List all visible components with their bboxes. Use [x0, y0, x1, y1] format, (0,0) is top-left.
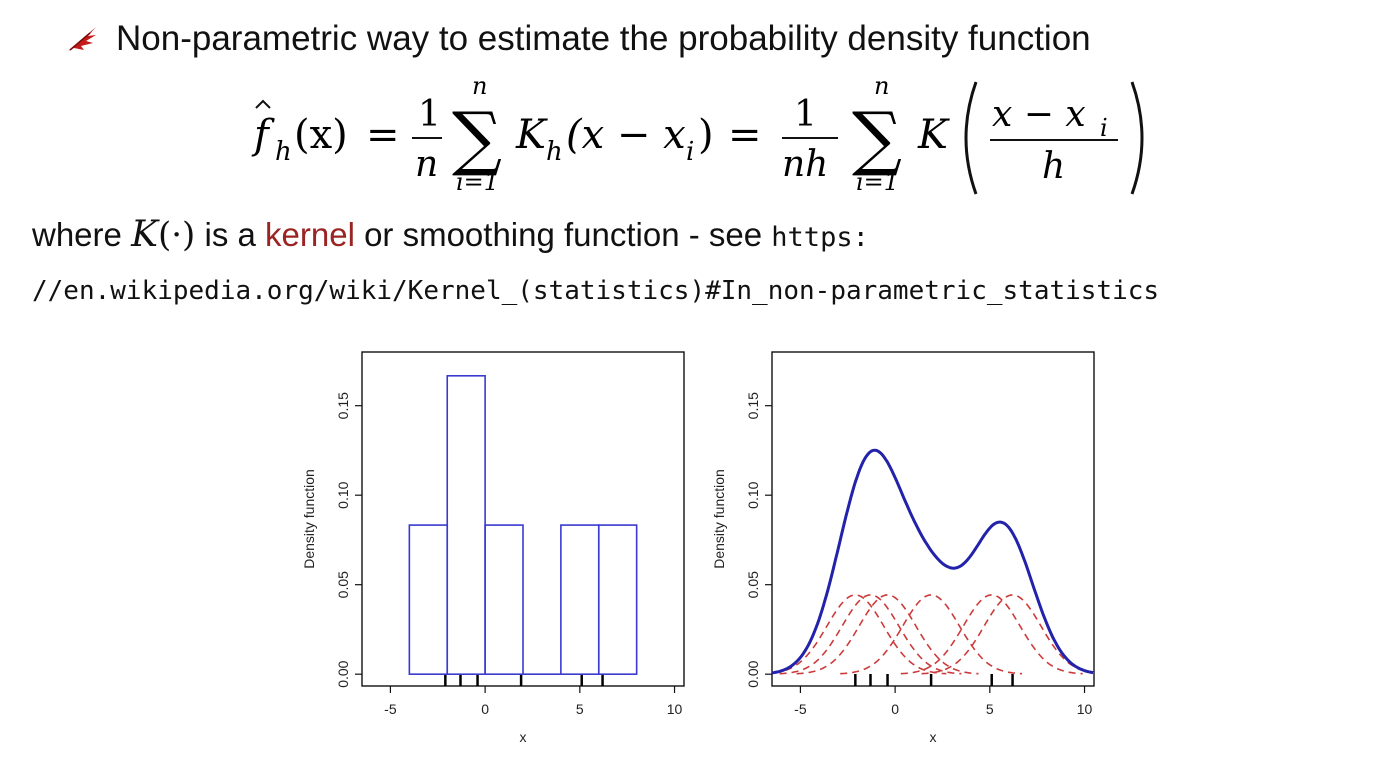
histogram-svg: -5 0 5 10 0.00 0.05 0.10 0.15 x Density function [301, 351, 685, 745]
histogram-bar [484, 524, 524, 675]
plot-frame [771, 351, 1095, 687]
url-continuation[interactable]: //en.wikipedia.org/wiki/Kernel_(statisti… [32, 276, 1160, 306]
formula-nh: nh [782, 144, 828, 185]
kde-plot: -5 0 5 10 0.00 0.05 0.10 0.15 x Density function [706, 340, 1116, 755]
formula-frac-den: h [1042, 146, 1065, 187]
red-feather-bullet-icon [68, 27, 96, 51]
formula-K1: K [515, 112, 548, 158]
x-tick-label: -5 [384, 701, 397, 717]
x-tick-label: 0 [481, 701, 489, 717]
y-tick-label: 0.10 [745, 481, 761, 508]
plot-frame [361, 351, 685, 687]
kernel-curve [840, 594, 1023, 675]
formula-sum-bottom-1: i=1 [456, 168, 499, 196]
kde-formula: f h (x) = 1 n n ∑ i=1 K h (x − x i ) = 1… [251, 72, 1144, 196]
x-tick-label: 10 [667, 701, 683, 717]
where-K-symbol: K [131, 214, 158, 255]
histogram-bar [446, 375, 486, 675]
formula-sigma-1: ∑ [452, 97, 502, 179]
bullet-line: Non-parametric way to estimate the proba… [66, 14, 1091, 64]
formula-K2: K [917, 112, 950, 158]
histogram-plot: -5 0 5 10 0.00 0.05 0.10 0.15 x Density function [296, 340, 706, 755]
y-axis-label: Density function [301, 469, 317, 569]
where-text-3: or smoothing function - see [354, 216, 772, 253]
formula-sum-top-2: n [874, 72, 889, 100]
formula-lhs-arg: (x) [294, 112, 348, 158]
where-K-paren: (·) [157, 215, 196, 255]
histogram-bar [408, 524, 449, 675]
x-tick-label: 5 [576, 701, 584, 717]
where-line: where K (·) is a kernel or smoothing fun… [32, 214, 869, 264]
x-tick-label: 0 [891, 701, 899, 717]
x-tick-label: 5 [986, 701, 994, 717]
x-axis-label: x [520, 729, 527, 745]
formula-sum-bottom-2: i=1 [856, 168, 899, 196]
formula-equals-2: = [728, 112, 762, 158]
formula-lhs-sub: h [275, 137, 292, 167]
kernel-curve [900, 594, 1083, 675]
kde-curve [771, 448, 1094, 675]
y-tick-label: 0.00 [745, 660, 761, 687]
formula-left-paren [964, 81, 978, 195]
kde-svg: -5 0 5 10 0.00 0.05 0.10 0.15 x Density function [711, 351, 1095, 745]
formula-K1-sub: h [546, 137, 563, 167]
kernel-curve [796, 594, 979, 675]
formula-lhs-f: f [251, 112, 275, 158]
formula-one-1: 1 [418, 94, 441, 135]
formula-right-paren [1130, 81, 1144, 195]
y-tick-label: 0.00 [335, 660, 351, 687]
formula-equals-1: = [366, 112, 400, 158]
y-tick-label: 0.15 [335, 392, 351, 419]
kernel-curve [773, 594, 947, 675]
formula-frac-num-sub: i [1100, 114, 1108, 142]
y-axis-label: Density function [711, 469, 727, 569]
y-tick-label: 0.10 [335, 481, 351, 508]
bullet-text: Non-parametric way to estimate the proba… [116, 19, 1091, 58]
x-tick-label: -5 [794, 701, 807, 717]
x-tick-label: 10 [1077, 701, 1093, 717]
histogram-bar [597, 524, 638, 675]
url-start[interactable]: https: [771, 222, 869, 253]
formula-K1-arg: (x − x [566, 112, 686, 158]
y-tick-label: 0.15 [745, 392, 761, 419]
where-text-1: where [32, 216, 132, 253]
formula-K1-arg-sub: i [686, 137, 694, 167]
kernel-word: kernel [265, 216, 355, 253]
formula-sigma-2: ∑ [852, 97, 902, 179]
kernel-curve [921, 594, 1095, 675]
y-tick-label: 0.05 [745, 571, 761, 598]
y-tick-label: 0.05 [335, 571, 351, 598]
formula-hat [255, 99, 271, 109]
formula-n-1: n [415, 144, 438, 185]
formula-sum-top-1: n [472, 72, 487, 100]
histogram-bar [560, 524, 600, 675]
formula-one-2: 1 [794, 94, 817, 135]
x-axis-label: x [930, 729, 937, 745]
formula-frac-num: x − x [992, 94, 1086, 135]
formula-K1-arg-close: ) [698, 112, 714, 158]
where-text-2: is a [195, 216, 266, 253]
kernel-curve [779, 594, 962, 675]
